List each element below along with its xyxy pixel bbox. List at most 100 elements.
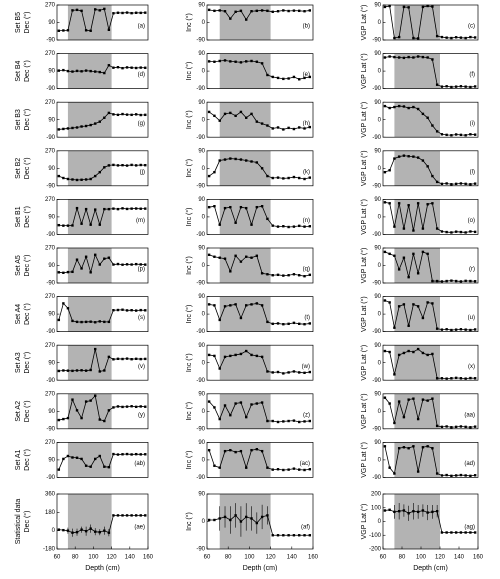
data-point (407, 324, 410, 327)
data-point (292, 75, 296, 79)
data-point (144, 453, 147, 456)
data-point (89, 527, 92, 530)
data-point (144, 309, 147, 312)
data-point (292, 419, 296, 422)
data-point (388, 4, 391, 8)
data-point (266, 73, 269, 77)
data-point (308, 468, 312, 471)
y-tick-label: -180 (43, 547, 56, 553)
data-point (116, 113, 120, 117)
data-point (473, 230, 477, 234)
data-point (62, 176, 65, 180)
data-point (426, 203, 429, 206)
data-point (407, 155, 410, 158)
data-point (250, 448, 253, 452)
data-point (402, 351, 406, 355)
data-point (125, 207, 129, 211)
y-tick-label: -90 (196, 135, 205, 141)
data-point (287, 419, 290, 423)
data-point (89, 69, 92, 73)
data-point (298, 176, 301, 180)
data-point (260, 515, 264, 519)
data-point (473, 531, 477, 534)
data-point (116, 308, 120, 312)
data-point (383, 104, 387, 108)
y-tick-label: 0 (202, 312, 206, 318)
data-point (431, 447, 434, 450)
y-tick-label: 90 (374, 294, 381, 300)
data-point (421, 5, 425, 9)
y-axis-label: Inc (°) (185, 159, 193, 178)
data-point (276, 273, 280, 277)
data-point (62, 457, 65, 461)
data-point (388, 350, 391, 354)
data-point (287, 534, 290, 537)
data-point (440, 280, 444, 283)
data-point (445, 36, 448, 39)
data-point (464, 182, 467, 186)
set-label: Set B1 (15, 206, 22, 227)
data-point (473, 377, 477, 380)
y-tick-label: 270 (45, 148, 56, 154)
data-point (223, 206, 227, 210)
data-point (139, 263, 142, 266)
shaded-interval (394, 248, 440, 283)
data-point (397, 509, 401, 513)
data-point (75, 8, 79, 12)
data-point (62, 68, 65, 72)
data-point (239, 520, 243, 523)
data-point (144, 11, 147, 14)
data-point (139, 453, 142, 456)
data-point (98, 370, 101, 373)
data-point (207, 303, 211, 306)
data-point (440, 133, 444, 136)
data-point (435, 83, 439, 86)
data-point (80, 267, 83, 270)
data-point (298, 126, 301, 129)
data-point (229, 518, 232, 522)
data-point (134, 66, 138, 70)
y-axis-label: VGP Lat (°) (360, 442, 368, 478)
data-point (84, 529, 88, 533)
data-point (276, 126, 280, 129)
data-point (298, 322, 301, 326)
data-point (402, 5, 406, 9)
data-point (393, 36, 396, 40)
data-point (103, 116, 106, 119)
x-axis-label: Depth (cm) (243, 565, 278, 572)
data-point (407, 204, 410, 207)
data-point (402, 227, 406, 230)
data-point (450, 183, 453, 186)
data-point (397, 447, 401, 450)
y-tick-label: 90 (48, 69, 55, 75)
x-tick-label: 60 (380, 555, 387, 561)
data-point (218, 59, 221, 63)
y-tick-label: 0 (378, 360, 382, 366)
data-point (218, 159, 221, 162)
data-point (454, 328, 458, 331)
y-axis-label: VGP Lat (°) (360, 199, 368, 235)
data-point (223, 515, 227, 519)
data-point (66, 307, 70, 310)
data-point (421, 55, 425, 59)
data-point (112, 309, 115, 312)
data-point (407, 106, 410, 110)
data-point (66, 270, 70, 274)
y-tick-label: -90 (196, 475, 205, 481)
set-label: Set B5 (15, 12, 22, 33)
data-point (218, 9, 221, 12)
data-point (292, 175, 296, 179)
data-point (234, 254, 237, 257)
data-point (416, 305, 420, 308)
y-tick-label: 0 (378, 519, 382, 525)
y-tick-label: -90 (46, 281, 55, 287)
data-point (121, 514, 124, 517)
data-point (130, 309, 133, 312)
set-label: Set A5 (15, 255, 22, 276)
y-tick-label: -90 (196, 329, 205, 335)
data-point (103, 529, 106, 532)
y-axis-label: VGP Lat (°) (360, 345, 368, 381)
data-point (207, 60, 211, 63)
data-point (255, 302, 259, 305)
data-point (383, 396, 387, 399)
